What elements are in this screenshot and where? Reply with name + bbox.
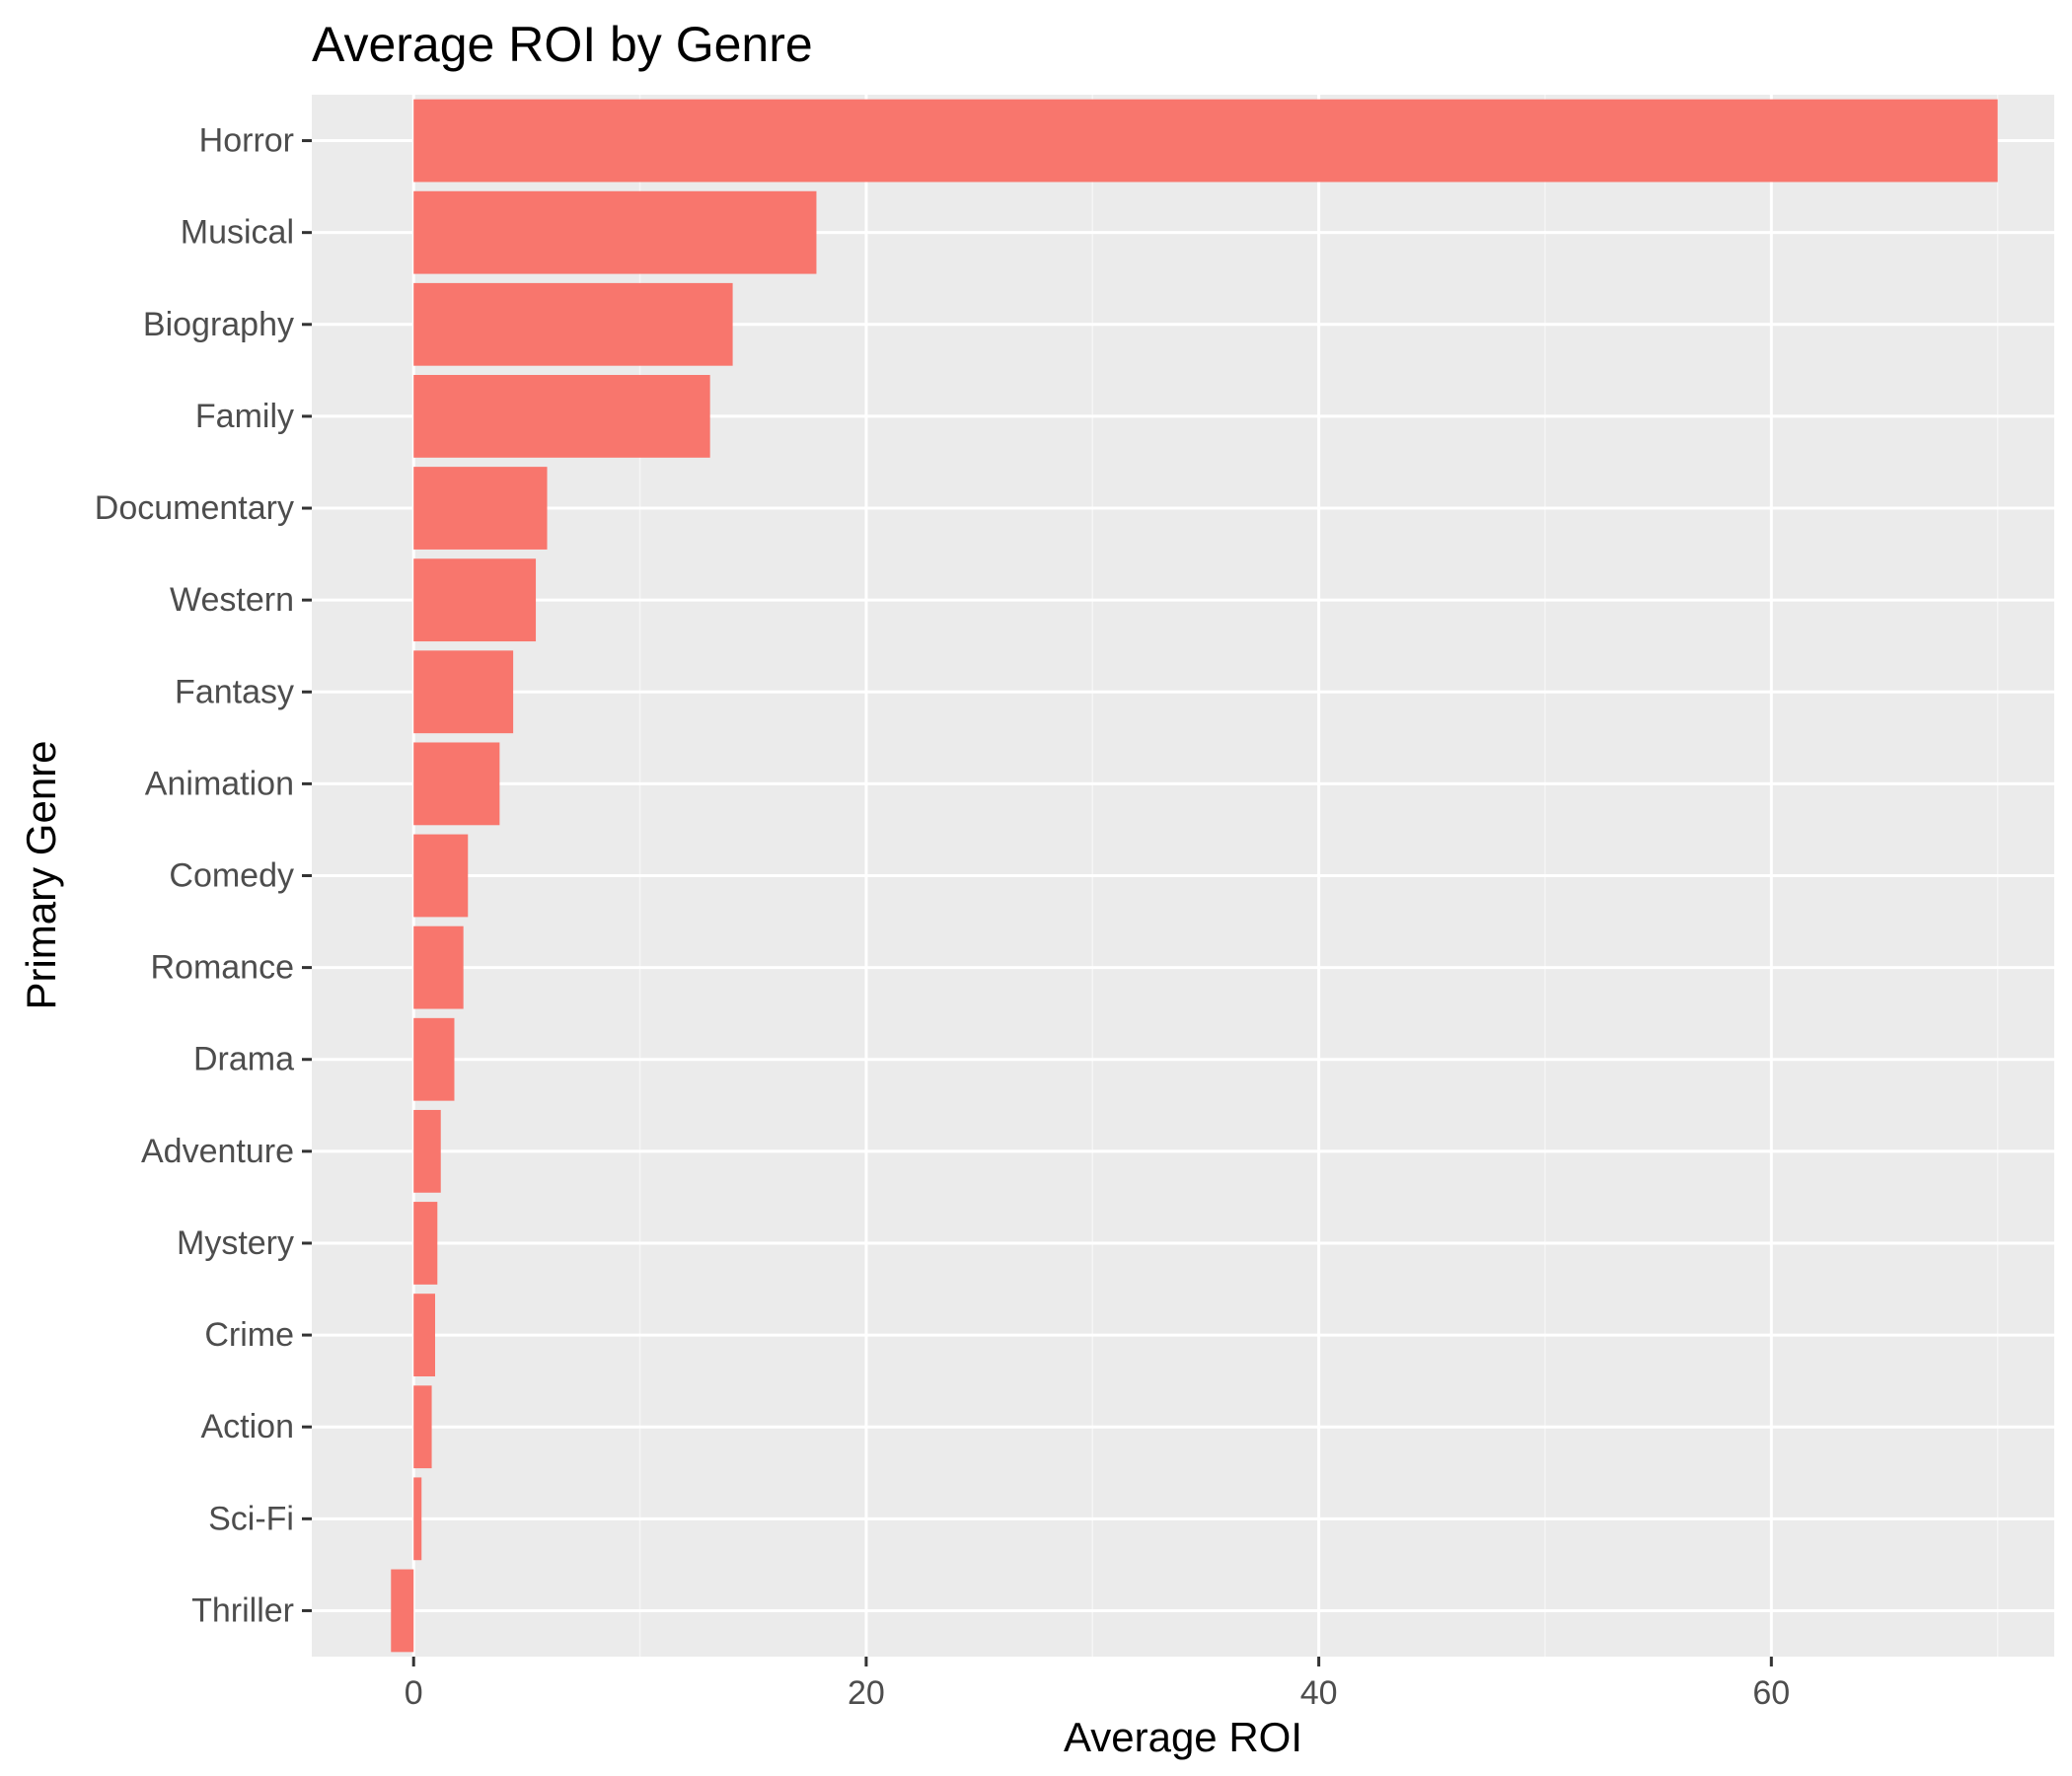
y-tick-label: Fantasy bbox=[175, 673, 294, 710]
bar-fantasy bbox=[413, 650, 514, 734]
bar-biography bbox=[413, 282, 733, 366]
y-tick-label: Horror bbox=[199, 122, 294, 160]
y-tick-label: Adventure bbox=[141, 1133, 294, 1170]
bar-musical bbox=[413, 190, 817, 274]
bar-romance bbox=[413, 925, 464, 1009]
x-axis: 0 20 40 60 bbox=[405, 1657, 1790, 1712]
x-tick-label: 20 bbox=[848, 1674, 885, 1712]
x-tick-label: 0 bbox=[405, 1674, 423, 1712]
bar-mystery bbox=[413, 1202, 438, 1285]
y-tick-label: Musical bbox=[181, 214, 294, 252]
bar-family bbox=[413, 375, 710, 458]
y-tick-label: Animation bbox=[145, 765, 294, 802]
x-tick-label: 60 bbox=[1752, 1674, 1790, 1712]
y-tick-label: Sci-Fi bbox=[208, 1500, 294, 1537]
bar-thriller bbox=[391, 1569, 414, 1653]
bar-comedy bbox=[413, 834, 469, 918]
chart-title: Average ROI by Genre bbox=[312, 17, 813, 72]
y-axis-title: Primary Genre bbox=[18, 740, 64, 1009]
y-tick-label: Thriller bbox=[191, 1591, 294, 1629]
bar-horror bbox=[413, 99, 1998, 183]
bar-western bbox=[413, 558, 537, 642]
y-tick-label: Western bbox=[170, 581, 294, 619]
bar-adventure bbox=[413, 1109, 441, 1193]
x-axis-title: Average ROI bbox=[1064, 1714, 1302, 1760]
y-tick-label: Family bbox=[195, 398, 294, 435]
y-tick-label: Biography bbox=[143, 306, 294, 343]
y-tick-label: Action bbox=[201, 1408, 295, 1445]
bars bbox=[391, 99, 1998, 1653]
y-tick-label: Romance bbox=[150, 949, 294, 987]
bar-crime bbox=[413, 1294, 435, 1376]
bar-action bbox=[413, 1385, 432, 1469]
x-tick-label: 40 bbox=[1300, 1674, 1338, 1712]
y-tick-label: Mystery bbox=[177, 1224, 294, 1262]
y-tick-label: Drama bbox=[193, 1041, 294, 1078]
y-tick-label: Comedy bbox=[169, 857, 294, 895]
bar-drama bbox=[413, 1017, 455, 1101]
bar-sci-fi bbox=[413, 1477, 422, 1561]
y-axis: Horror Musical Biography Family Documentary W… bbox=[95, 122, 312, 1629]
y-tick-label: Crime bbox=[204, 1316, 294, 1354]
y-tick-label: Documentary bbox=[95, 489, 294, 527]
bar-documentary bbox=[413, 467, 548, 550]
bar-animation bbox=[413, 742, 500, 826]
